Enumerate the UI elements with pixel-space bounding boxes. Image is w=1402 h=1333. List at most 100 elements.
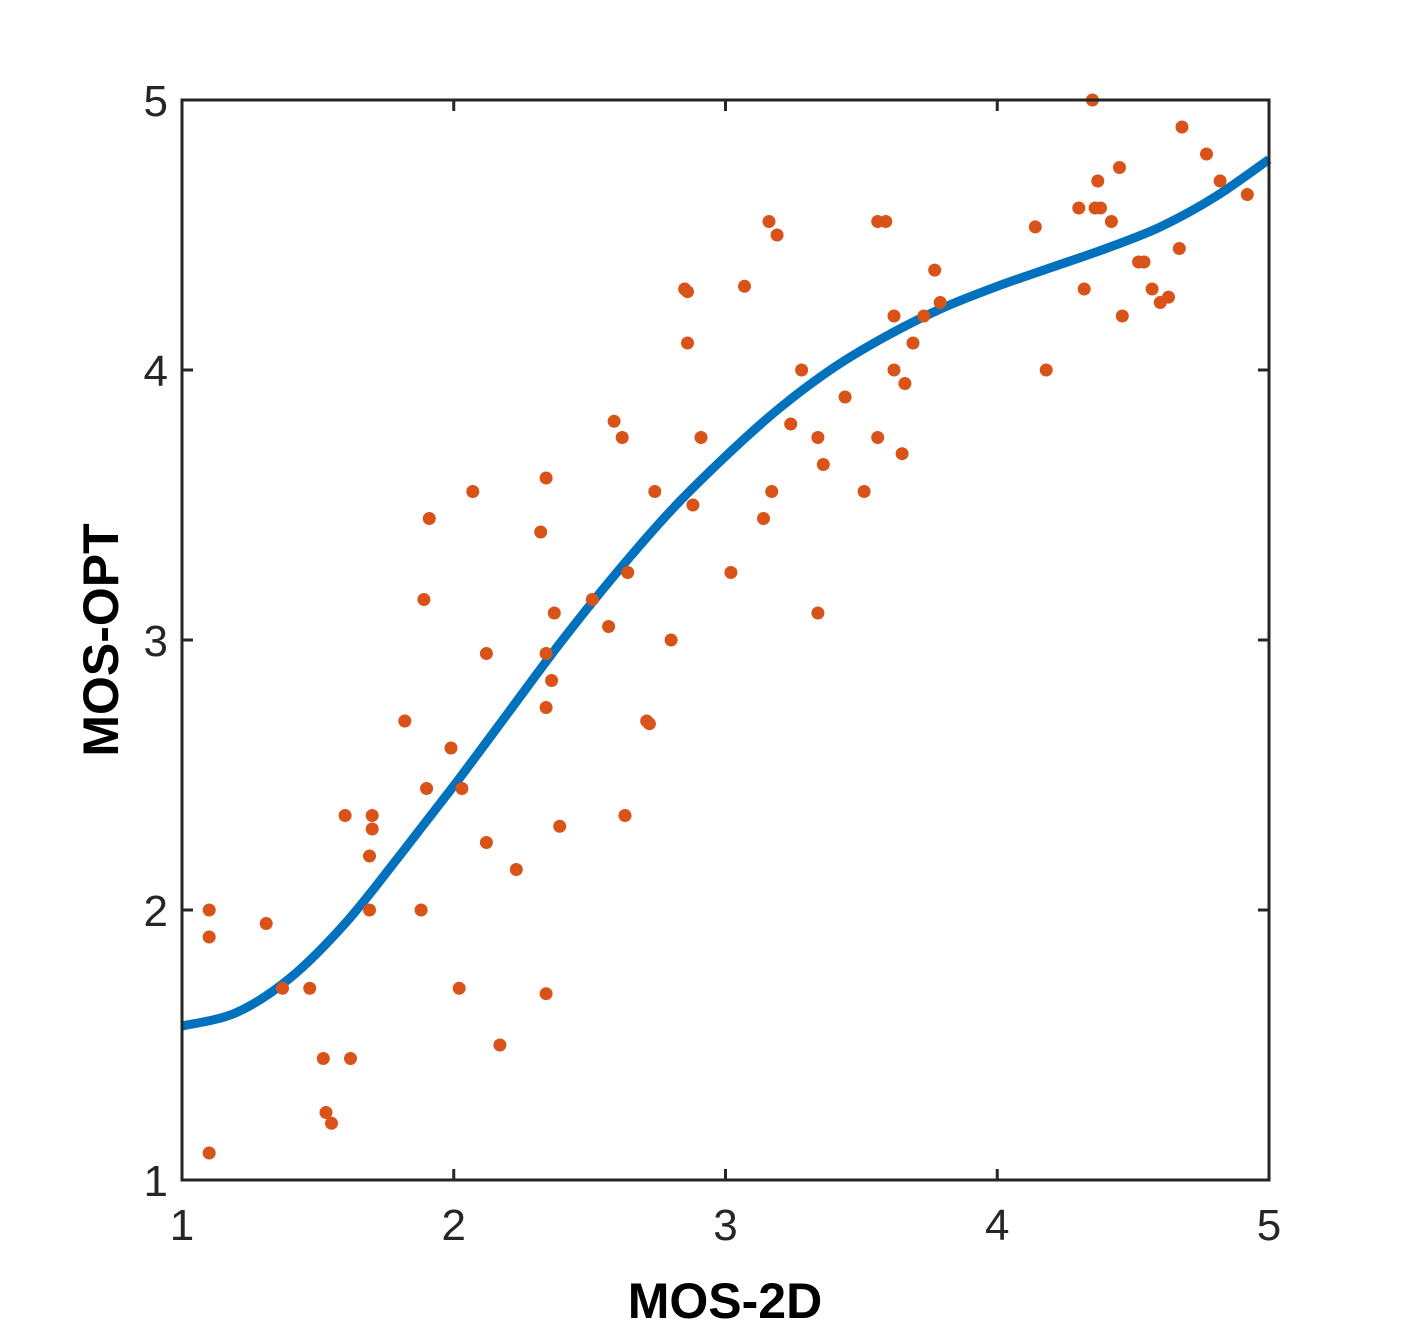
data-point <box>365 822 379 836</box>
data-point <box>444 741 458 755</box>
data-point <box>724 566 738 579</box>
data-point <box>607 414 621 428</box>
data-point <box>681 285 694 299</box>
data-point <box>1077 282 1091 296</box>
y-tick-label: 1 <box>144 1157 168 1206</box>
data-point <box>1091 174 1105 188</box>
data-point <box>363 849 376 863</box>
data-point <box>1162 290 1175 304</box>
data-point <box>615 431 629 444</box>
data-point <box>906 336 920 350</box>
data-point <box>770 228 784 242</box>
data-point <box>811 606 825 620</box>
y-tick-label: 4 <box>144 347 168 396</box>
data-point <box>1113 161 1126 174</box>
plot-area <box>182 100 1269 1180</box>
data-point <box>618 809 632 822</box>
data-point <box>762 215 776 228</box>
data-point <box>422 512 436 525</box>
data-point <box>895 447 909 461</box>
data-point <box>509 863 523 876</box>
data-point <box>539 471 553 485</box>
data-point <box>539 647 553 660</box>
data-point <box>534 525 548 539</box>
data-point <box>202 1146 216 1160</box>
fit-curve <box>180 155 1272 1031</box>
data-point <box>648 485 662 498</box>
data-point <box>1172 242 1186 255</box>
data-point <box>664 633 678 647</box>
data-point <box>479 836 493 849</box>
data-point <box>1175 120 1189 134</box>
data-point <box>1039 363 1053 377</box>
y-tick-label: 3 <box>144 617 168 666</box>
data-point <box>1145 282 1159 296</box>
data-point <box>1240 188 1254 201</box>
data-point <box>1213 174 1227 188</box>
data-point <box>303 981 317 995</box>
data-point <box>871 431 885 444</box>
data-point <box>398 714 412 728</box>
y-tick-label: 5 <box>144 77 168 126</box>
data-point <box>879 215 893 228</box>
data-point <box>414 903 428 917</box>
data-point <box>738 279 751 293</box>
data-point <box>319 1106 333 1119</box>
data-point <box>898 377 912 390</box>
y-axis-title: MOS-OPT <box>73 523 129 756</box>
data-point <box>325 1116 338 1130</box>
data-point <box>202 930 216 944</box>
x-tick-label: 3 <box>713 1201 737 1250</box>
data-point <box>365 809 379 822</box>
data-point <box>784 417 798 431</box>
data-point <box>694 431 708 444</box>
data-point <box>479 647 493 660</box>
x-tick-label: 2 <box>442 1201 466 1250</box>
data-point <box>493 1038 507 1052</box>
data-point <box>316 1052 330 1065</box>
data-point <box>686 498 700 512</box>
data-point <box>816 458 830 471</box>
data-point <box>757 512 770 525</box>
data-point <box>795 363 809 377</box>
scatter-points-layer <box>202 93 1254 1160</box>
data-point <box>811 431 825 444</box>
data-point <box>259 917 273 930</box>
data-point <box>553 819 567 833</box>
data-point <box>276 981 289 995</box>
data-point <box>602 620 616 633</box>
data-point <box>452 981 466 995</box>
data-point <box>928 263 942 277</box>
data-point <box>1094 201 1107 215</box>
data-point <box>539 701 553 714</box>
data-point <box>338 809 352 822</box>
data-point <box>585 593 599 606</box>
data-point <box>681 336 694 350</box>
data-point <box>765 485 779 498</box>
x-tick-label: 1 <box>170 1201 194 1250</box>
data-point <box>202 903 216 917</box>
x-axis-title: MOS-2D <box>628 1273 822 1329</box>
data-point <box>420 782 434 795</box>
ticks-layer: 1 2 3 4 5 1 2 3 4 5 <box>144 77 1282 1250</box>
data-point <box>1137 255 1151 269</box>
data-point <box>539 987 553 1001</box>
data-point <box>417 593 431 606</box>
fit-curve-layer <box>180 155 1272 1031</box>
data-point <box>466 485 480 498</box>
data-point <box>621 566 635 579</box>
data-point <box>1072 201 1086 215</box>
data-point <box>547 606 561 620</box>
data-point <box>1028 220 1042 234</box>
data-point <box>545 674 559 687</box>
data-point <box>887 309 901 323</box>
data-point <box>642 717 656 731</box>
x-tick-label: 5 <box>1257 1201 1281 1250</box>
data-point <box>857 485 871 498</box>
data-point <box>838 390 852 404</box>
data-point <box>1104 215 1118 228</box>
data-point <box>1115 309 1129 323</box>
plot-background <box>182 100 1269 1180</box>
data-point <box>933 296 947 309</box>
